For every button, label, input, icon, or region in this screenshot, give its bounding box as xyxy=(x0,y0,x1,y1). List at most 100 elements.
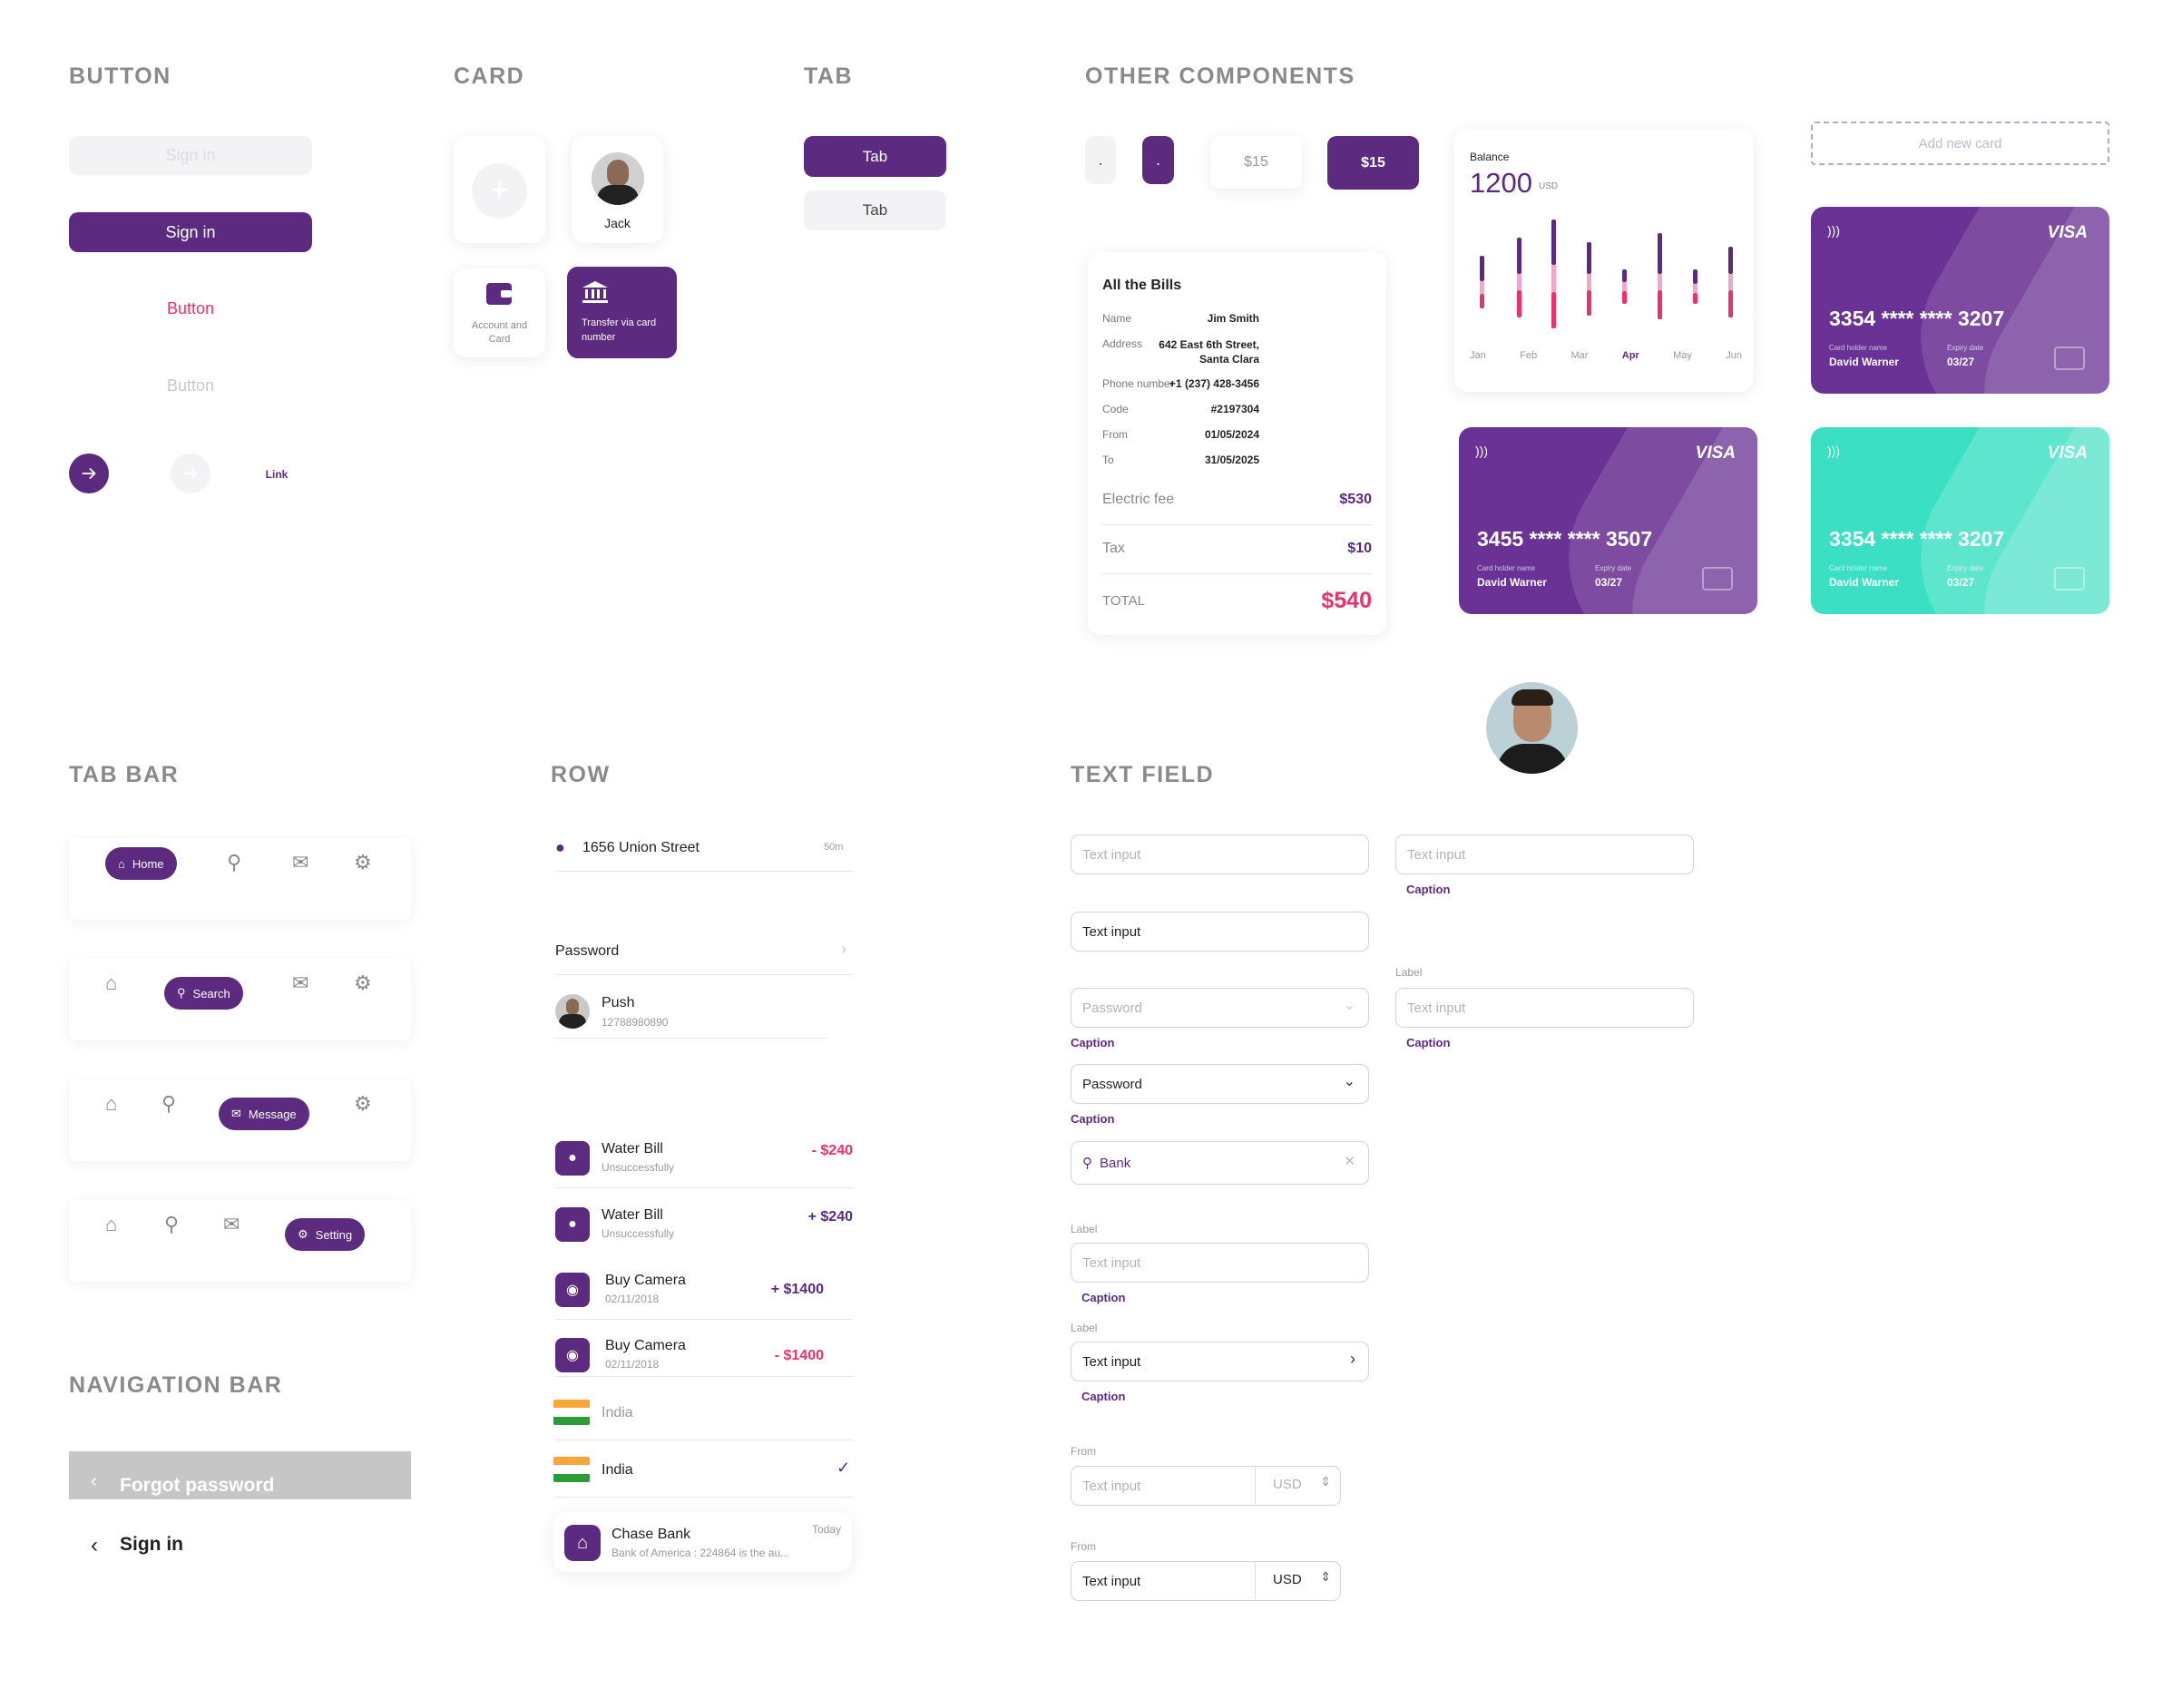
bill-key: Phone number xyxy=(1102,377,1174,390)
gear-icon[interactable]: ⚙ xyxy=(354,971,372,994)
text-input-chevron[interactable]: Text input › xyxy=(1071,1342,1369,1381)
search-icon[interactable]: ⚲ xyxy=(227,851,242,874)
text-button-pink[interactable]: Button xyxy=(166,298,215,317)
balance-label: Balance xyxy=(1470,151,1510,163)
currency-select[interactable]: USD xyxy=(1273,1477,1302,1492)
home-icon[interactable]: ⌂ xyxy=(105,1213,118,1235)
gear-icon[interactable]: ⚙ xyxy=(354,1092,372,1115)
arrow-button-disabled[interactable] xyxy=(171,454,210,493)
sort-icon: ⇕ xyxy=(1320,1474,1331,1488)
gear-icon[interactable]: ⚙ xyxy=(354,851,372,874)
home-icon[interactable]: ⌂ xyxy=(105,1092,118,1115)
add-new-card-button[interactable]: Add new card xyxy=(1811,122,2109,165)
arrow-button[interactable] xyxy=(69,454,109,493)
contact-card[interactable]: Jack xyxy=(572,136,663,243)
placeholder: Text input xyxy=(1082,1254,1141,1271)
tab-bar-setting: ⌂ ⚲ ✉ ⚙ Setting xyxy=(69,1200,411,1282)
price-chip-light[interactable]: $15 xyxy=(1210,136,1302,189)
holder-label: Card holder name xyxy=(1477,564,1536,572)
bill-value: #2197304 xyxy=(1210,403,1259,415)
country-option-selected[interactable]: India xyxy=(602,1462,633,1478)
bills-card xyxy=(1088,252,1386,635)
password-input[interactable]: Password ⌄ xyxy=(1071,988,1369,1028)
account-card-tile[interactable]: Account and Card xyxy=(454,268,545,357)
mail-icon[interactable]: ✉ xyxy=(223,1213,240,1235)
holder-label: Card holder name xyxy=(1829,344,1888,352)
search-input[interactable]: ⚲ Bank ✕ xyxy=(1071,1141,1369,1185)
chevron-down-icon: ⌄ xyxy=(1343,1074,1355,1089)
tab-home-active[interactable]: ⌂ Home xyxy=(105,847,177,880)
home-icon[interactable]: ⌂ xyxy=(105,971,118,994)
section-title-tab: TAB xyxy=(804,63,854,89)
card-number: 3354 **** **** 3207 xyxy=(1829,527,2005,551)
price-chip-dark[interactable]: $15 xyxy=(1327,136,1419,190)
add-card-tile[interactable]: + xyxy=(454,136,545,243)
search-icon[interactable]: ⚲ xyxy=(161,1092,177,1115)
back-icon[interactable]: ‹ xyxy=(91,1471,97,1491)
arrow-right-icon xyxy=(82,467,96,480)
bank-time: Today xyxy=(811,1523,841,1536)
input-value: Text input xyxy=(1082,1353,1141,1370)
link-button[interactable]: Link xyxy=(265,468,289,481)
sign-in-button-disabled[interactable]: Sign in xyxy=(69,136,312,175)
holder-name: David Warner xyxy=(1829,356,1899,368)
bill-key: Code xyxy=(1102,403,1129,415)
bank-notification[interactable]: ⌂ Chase Bank Today Bank of America : 224… xyxy=(553,1512,852,1572)
balance-card: Balance 1200 USD Jan Feb Mar Apr May Jun xyxy=(1454,129,1753,392)
text-button-gray[interactable]: Button xyxy=(166,376,215,395)
expiry-date: 03/27 xyxy=(1947,356,1975,368)
bank-icon xyxy=(582,281,608,303)
currency-input[interactable]: Text input USD ⇕ xyxy=(1071,1561,1341,1601)
visa-brand: VISA xyxy=(2047,444,2088,463)
dot-button-light[interactable]: . xyxy=(1085,136,1116,184)
text-input[interactable]: Text input xyxy=(1395,988,1694,1028)
mail-icon[interactable]: ✉ xyxy=(292,851,309,874)
dot-button-dark[interactable]: . xyxy=(1142,136,1174,184)
transfer-card-tile[interactable]: Transfer via card number xyxy=(567,267,677,358)
transaction-title: Water Bill xyxy=(602,1141,663,1157)
currency-input[interactable]: Text input USD ⇕ xyxy=(1071,1466,1341,1506)
row-push-sub: 12788980890 xyxy=(602,1016,669,1029)
chip-icon xyxy=(2054,346,2085,370)
text-input[interactable]: Text input xyxy=(1071,834,1369,874)
transaction-title: Water Bill xyxy=(602,1207,663,1223)
tab-active[interactable]: Tab xyxy=(804,136,946,177)
text-input[interactable]: Text input xyxy=(1071,912,1369,952)
password-select[interactable]: Password ⌄ xyxy=(1071,1064,1369,1104)
month-label: Jun xyxy=(1726,350,1742,361)
sign-in-button[interactable]: Sign in xyxy=(69,212,312,252)
caption: Caption xyxy=(1081,1390,1126,1403)
month-label: Jan xyxy=(1470,350,1486,361)
back-icon[interactable]: ‹ xyxy=(91,1533,98,1557)
mail-icon[interactable]: ✉ xyxy=(292,971,309,994)
tab-label: Message xyxy=(248,1107,297,1121)
transaction-sub: 02/11/2018 xyxy=(605,1358,660,1371)
balance-amount: 1200 xyxy=(1470,167,1532,199)
avatar xyxy=(555,994,590,1029)
tab-inactive[interactable]: Tab xyxy=(804,190,946,230)
account-card-label: Account and Card xyxy=(471,320,528,345)
tab-message-active[interactable]: ✉ Message xyxy=(219,1098,309,1130)
bill-key: To xyxy=(1102,454,1114,466)
credit-card[interactable]: ))) VISA 3354 **** **** 3207 Card holder… xyxy=(1811,207,2109,394)
electric-label: Electric fee xyxy=(1102,492,1175,507)
close-icon[interactable]: ✕ xyxy=(1344,1154,1355,1169)
camera-icon: ◉ xyxy=(555,1338,590,1372)
tab-setting-active[interactable]: ⚙ Setting xyxy=(285,1218,366,1251)
field-label: From xyxy=(1071,1445,1096,1458)
card-number: 3354 **** **** 3207 xyxy=(1829,307,2005,330)
placeholder: Password xyxy=(1082,1000,1142,1016)
text-input[interactable]: Text input xyxy=(1071,1243,1369,1283)
text-input[interactable]: Text input xyxy=(1395,834,1694,874)
month-label: Mar xyxy=(1570,350,1589,361)
chip-icon xyxy=(1702,567,1733,590)
row-password[interactable]: Password xyxy=(555,943,620,959)
currency-select[interactable]: USD xyxy=(1273,1572,1302,1587)
contactless-icon: ))) xyxy=(1475,444,1488,458)
search-icon[interactable]: ⚲ xyxy=(164,1213,180,1235)
country-option[interactable]: India xyxy=(602,1405,633,1420)
credit-card[interactable]: ))) VISA 3354 **** **** 3207 Card holder… xyxy=(1811,427,2109,614)
card-number: 3455 **** **** 3507 xyxy=(1477,527,1653,551)
tab-search-active[interactable]: ⚲ Search xyxy=(164,977,243,1010)
credit-card[interactable]: ))) VISA 3455 **** **** 3507 Card holder… xyxy=(1459,427,1757,614)
